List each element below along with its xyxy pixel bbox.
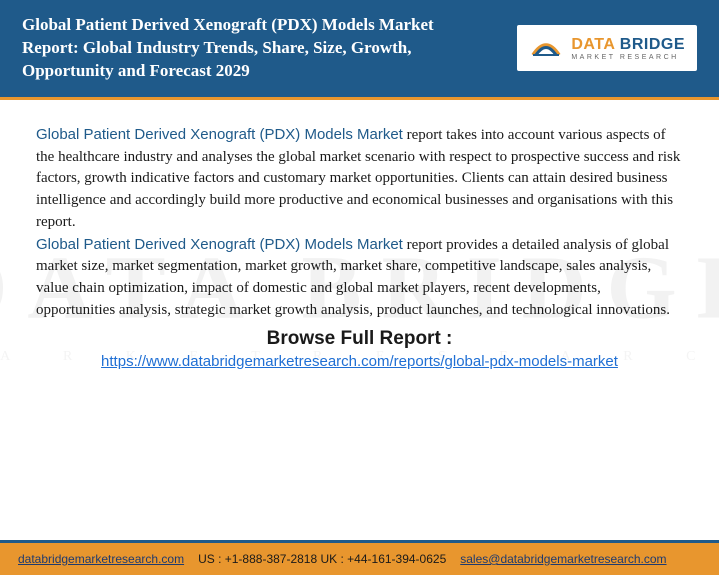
logo-word-b: BRIDGE [620,36,685,53]
lead-2: Global Patient Derived Xenograft (PDX) M… [36,236,403,253]
footer-email-link[interactable]: sales@databridgemarketresearch.com [460,552,666,566]
logo-text: DATA BRIDGE MARKET RESEARCH [571,36,685,61]
paragraph-2: Global Patient Derived Xenograft (PDX) M… [36,234,683,322]
bridge-icon [529,31,563,65]
logo-word-a: DATA [571,36,614,53]
browse-section: Browse Full Report : https://www.databri… [36,328,683,372]
logo-subtitle: MARKET RESEARCH [571,54,685,61]
lead-1: Global Patient Derived Xenograft (PDX) M… [36,126,403,143]
browse-link[interactable]: https://www.databridgemarketresearch.com… [101,352,618,372]
header-bar: Global Patient Derived Xenograft (PDX) M… [0,0,719,100]
report-title: Global Patient Derived Xenograft (PDX) M… [22,14,482,83]
footer-site-link[interactable]: databridgemarketresearch.com [18,552,184,566]
logo: DATA BRIDGE MARKET RESEARCH [517,25,697,71]
browse-title: Browse Full Report : [36,328,683,350]
footer-phones: US : +1-888-387-2818 UK : +44-161-394-06… [198,552,446,566]
paragraph-1: Global Patient Derived Xenograft (PDX) M… [36,124,683,234]
footer-bar: databridgemarketresearch.com US : +1-888… [0,540,719,575]
content-area: Global Patient Derived Xenograft (PDX) M… [0,100,719,382]
